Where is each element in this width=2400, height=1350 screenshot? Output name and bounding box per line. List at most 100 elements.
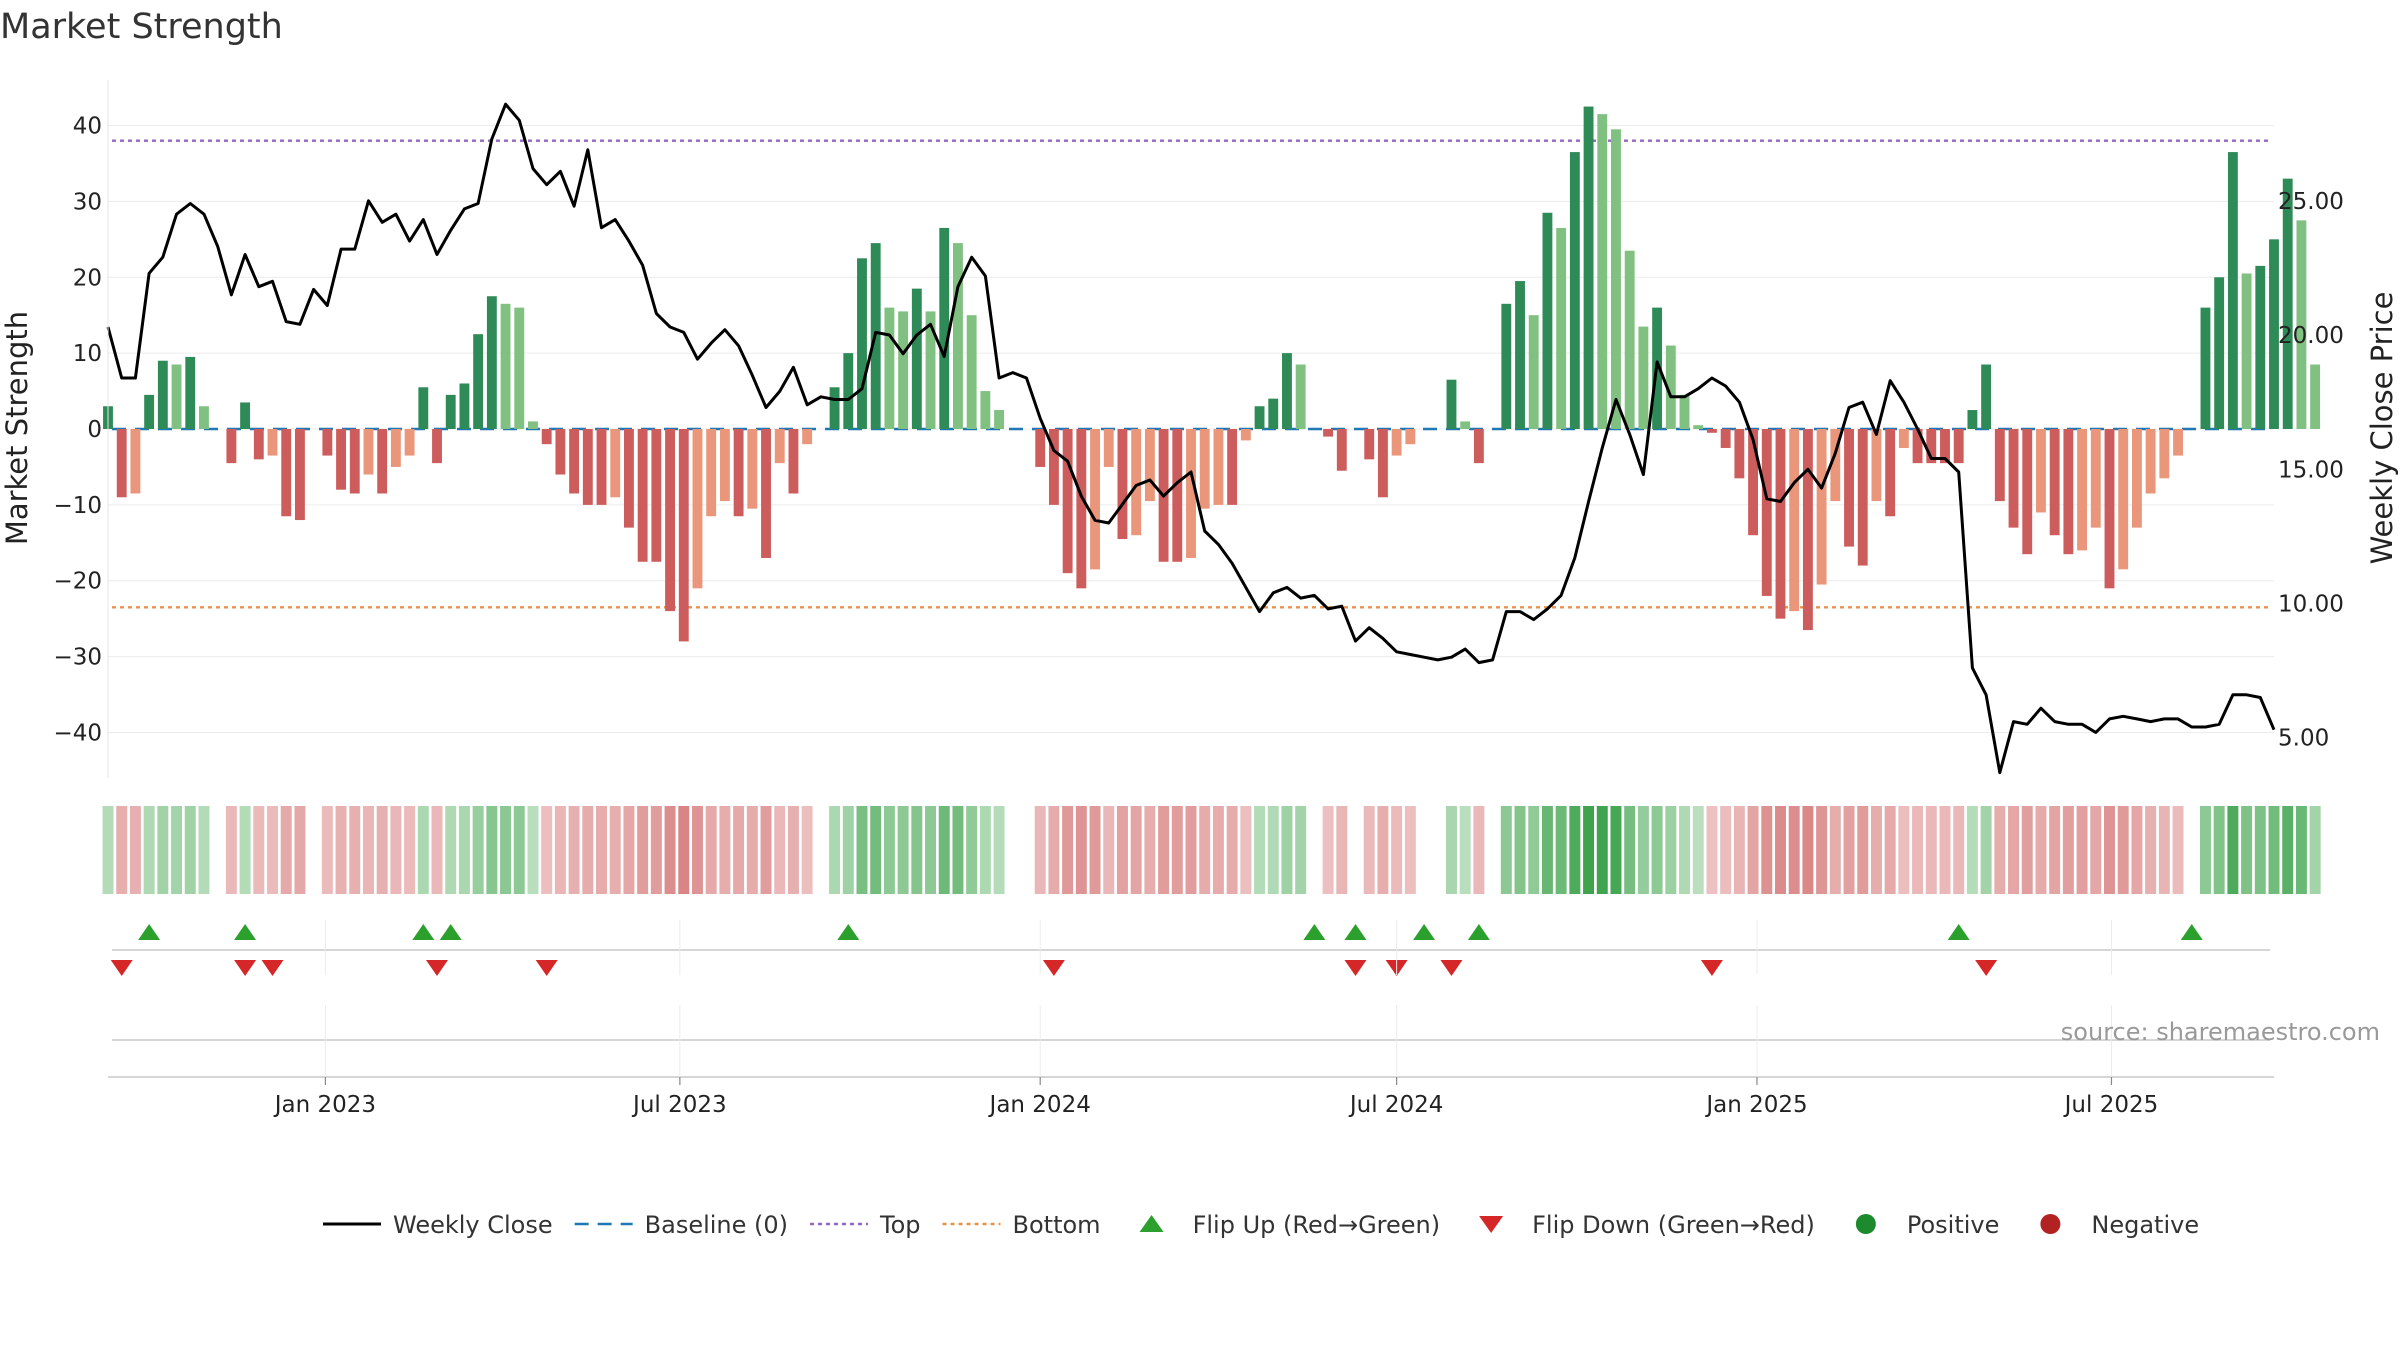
strength-bar: [1802, 429, 1813, 631]
strength-bar: [1624, 250, 1635, 429]
axes: 40 30 20 10 0 −10 −20 −30 −40 25.00 20.00 15.00 10.0…: [53, 80, 2344, 778]
strength-bar: [116, 429, 127, 498]
strength-bar: [994, 410, 1005, 429]
heat-cell: [2295, 806, 2307, 894]
heat-cell: [2268, 806, 2280, 894]
heat-cell: [596, 806, 608, 894]
strength-bar: [185, 356, 196, 429]
strength-bar: [1775, 429, 1786, 619]
legend-swatch-tri-up: [1139, 1215, 1164, 1232]
x-tick-label: Jan 2024: [988, 1092, 1091, 1118]
strength-bar: [1981, 364, 1992, 429]
heat-cell: [1158, 806, 1170, 894]
flip-up-marker: [1344, 924, 1367, 940]
strength-bar: [555, 429, 566, 475]
weekly-close-path: [106, 102, 2276, 775]
x-tick-label: Jan 2023: [273, 1092, 376, 1118]
strength-bar: [569, 429, 580, 494]
flip-up-marker: [1303, 924, 1326, 940]
reference-lines: [112, 139, 2270, 609]
strength-bar: [1556, 227, 1567, 429]
flip-up-marker: [234, 924, 257, 940]
strength-bar: [404, 429, 415, 456]
strength-bar: [418, 387, 429, 429]
heat-cell: [2035, 806, 2047, 894]
heat-cell: [979, 806, 991, 894]
flip-down-marker: [1975, 960, 1998, 976]
strength-bar: [130, 429, 141, 494]
heat-cell: [157, 806, 169, 894]
heat-cell: [1994, 806, 2006, 894]
strength-bar: [1693, 425, 1704, 429]
heat-cell: [458, 806, 470, 894]
strength-bar: [582, 429, 593, 505]
heat-cell: [842, 806, 854, 894]
heat-cell: [2117, 806, 2129, 894]
heat-cell: [2021, 806, 2033, 894]
heat-cell: [856, 806, 868, 894]
strength-bar: [2241, 273, 2252, 429]
strength-bar: [1295, 364, 1306, 429]
strength-bar: [240, 402, 251, 429]
heat-cell: [2104, 806, 2115, 894]
y-left-tick-label: −40: [53, 720, 102, 746]
heat-cell: [1377, 806, 1389, 894]
heat-cell: [1802, 806, 1814, 894]
heat-cell: [1267, 806, 1279, 894]
strength-bar: [843, 353, 854, 429]
heat-cell: [1939, 806, 1951, 894]
y-right-tick-label: 20.00: [2278, 323, 2344, 349]
strength-bar: [1391, 429, 1402, 456]
strength-bar: [774, 429, 785, 464]
heat-cell: [774, 806, 786, 894]
heat-cell: [2309, 806, 2321, 894]
strength-bar: [1460, 421, 1471, 429]
strength-bar: [1871, 429, 1882, 502]
strength-bar: [1707, 429, 1717, 433]
strength-bar: [199, 406, 209, 429]
strength-bar: [1377, 429, 1388, 498]
heat-cell: [116, 806, 128, 894]
heat-cell: [678, 806, 690, 894]
strength-bar: [2118, 429, 2129, 570]
heat-cell: [2076, 806, 2088, 894]
heat-cell: [349, 806, 361, 894]
y-right-tick-label: 10.00: [2278, 592, 2344, 618]
heat-cell: [1445, 806, 1457, 894]
heat-cell: [1336, 806, 1348, 894]
strength-bar: [2255, 265, 2266, 429]
heat-cell: [691, 806, 703, 894]
strength-bar: [596, 429, 607, 505]
heat-cell: [1788, 806, 1800, 894]
x-tick-label: Jan 2025: [1704, 1092, 1807, 1118]
legend-item: Flip Down (Green→Red): [1479, 1211, 1815, 1239]
strength-bar: [226, 429, 237, 464]
heat-cell: [1254, 806, 1266, 894]
strength-bar: [1528, 315, 1539, 429]
strength-bar: [2022, 429, 2033, 555]
strength-bar: [1611, 129, 1621, 429]
strength-bar: [761, 429, 771, 558]
strength-bar: [1446, 379, 1457, 429]
strength-bar: [2077, 429, 2088, 551]
heat-cell: [1281, 806, 1293, 894]
legend-label: Flip Up (Red→Green): [1193, 1211, 1441, 1239]
y-right-tick-label: 5.00: [2278, 726, 2329, 752]
strength-bar: [1282, 353, 1292, 429]
strength-bar: [1364, 429, 1375, 460]
strength-bar: [363, 429, 374, 475]
strength-bar: [1076, 429, 1087, 589]
heat-cell: [239, 806, 251, 894]
strength-bar: [1665, 345, 1676, 429]
strength-bar: [980, 391, 991, 429]
heat-cell: [1637, 806, 1649, 894]
heat-cell: [184, 806, 196, 894]
strength-bar: [857, 258, 867, 429]
strength-bar: [2310, 364, 2321, 429]
heat-cell: [1898, 806, 1910, 894]
y-left-tick-label: 10: [73, 341, 102, 367]
strength-bar: [898, 311, 909, 429]
flip-up-marker: [1467, 924, 1490, 940]
strength-bar: [1240, 429, 1251, 441]
